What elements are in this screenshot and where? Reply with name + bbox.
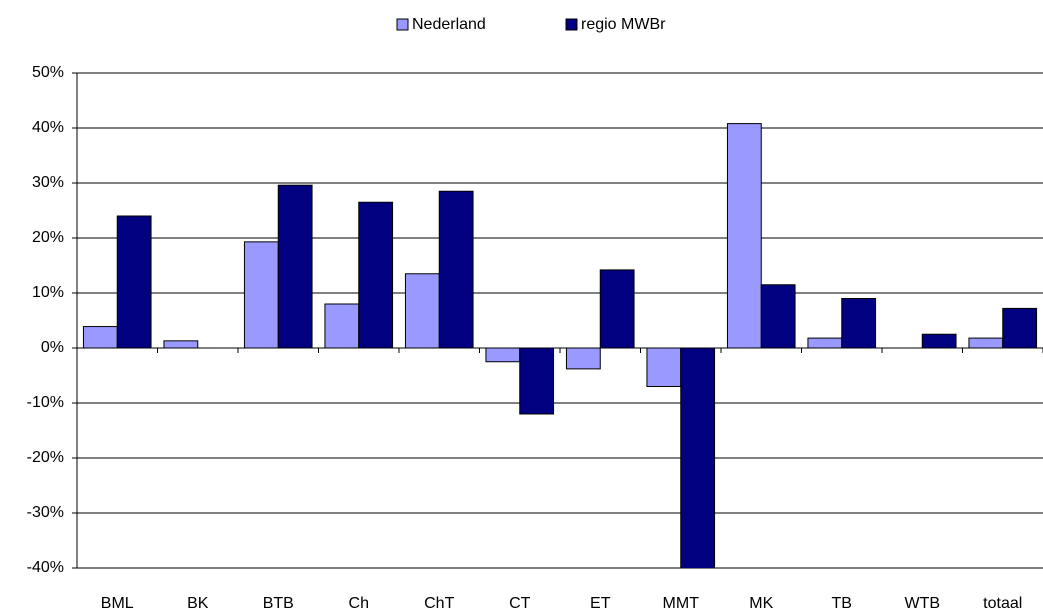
x-tick-label: BTB [263, 595, 294, 612]
legend-label: Nederland [412, 16, 486, 33]
y-tick-label: 50% [32, 64, 64, 81]
legend-swatch [396, 18, 409, 31]
bar [82, 326, 118, 349]
bar [116, 215, 152, 349]
x-tick-label: ChT [424, 595, 454, 612]
bar [680, 347, 716, 568]
bar [485, 347, 521, 363]
plot-area [82, 123, 1038, 568]
bar [760, 284, 796, 349]
x-tick-label: BML [101, 595, 134, 612]
x-tick-label: ET [590, 595, 611, 612]
x-tick-label: BK [187, 595, 209, 612]
bar [565, 347, 601, 370]
bar [841, 298, 877, 349]
bar [921, 333, 957, 349]
y-tick-label: -20% [27, 449, 64, 466]
bar [277, 184, 313, 349]
bar [163, 340, 199, 349]
y-tick-label: 30% [32, 174, 64, 191]
y-tick-label: -10% [27, 394, 64, 411]
bar [599, 269, 635, 349]
x-tick-label: MK [749, 595, 773, 612]
y-tick-label: 10% [32, 284, 64, 301]
bar [404, 273, 440, 349]
x-tick-label: WTB [904, 595, 940, 612]
bar [968, 337, 1004, 349]
bar [726, 123, 762, 349]
bar [1002, 307, 1038, 349]
bar [519, 347, 555, 415]
x-tick-label: CT [509, 595, 531, 612]
bar [324, 303, 360, 349]
bar [243, 241, 279, 349]
y-tick-label: 0% [41, 339, 64, 356]
x-tick-label: TB [832, 595, 852, 612]
x-tick-label: totaal [983, 595, 1022, 612]
x-tick-label: Ch [349, 595, 369, 612]
bar [358, 201, 394, 349]
y-tick-label: -40% [27, 559, 64, 576]
y-tick-label: 40% [32, 119, 64, 136]
y-tick-label: 20% [32, 229, 64, 246]
x-tick-label: MMT [663, 595, 700, 612]
bar [438, 190, 474, 349]
y-tick-label: -30% [27, 504, 64, 521]
legend-swatch [565, 18, 578, 31]
bar [646, 347, 682, 387]
legend-label: regio MWBr [581, 16, 666, 33]
bar [807, 337, 843, 349]
